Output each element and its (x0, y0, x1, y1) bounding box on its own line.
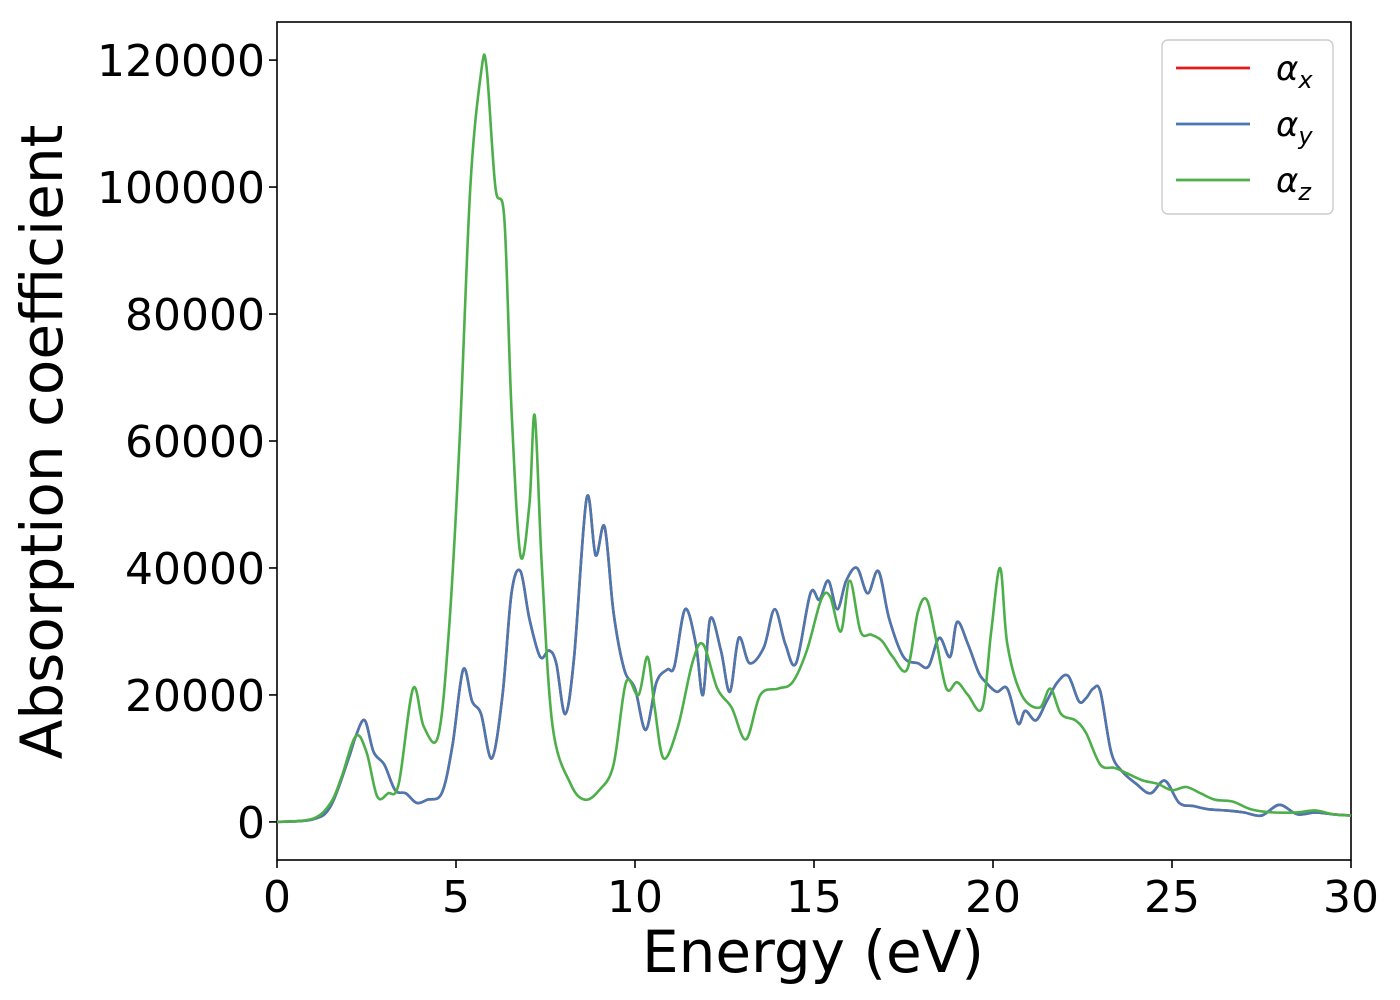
series-line-x (276, 494, 1352, 824)
y-axis-title: Absorption coefficient (8, 125, 76, 760)
y-tick-label: 100000 (97, 163, 265, 214)
x-axis-title: Energy (eV) (642, 918, 984, 986)
legend-label-x: αx (1276, 49, 1313, 94)
y-tick-label: 0 (237, 798, 265, 849)
y-tick-label: 80000 (125, 290, 265, 341)
y-axis-ticks: 0 20000 40000 60000 80000 100000 120000 (97, 36, 277, 849)
x-tick-label: 25 (1144, 872, 1200, 923)
y-tick-label: 120000 (97, 36, 265, 87)
series-line-y (276, 494, 1352, 824)
legend-label-z: αz (1276, 161, 1312, 206)
x-tick-label: 30 (1323, 872, 1379, 923)
y-tick-label: 40000 (125, 544, 265, 595)
legend-box (1161, 39, 1334, 215)
legend-label-y: αy (1276, 105, 1313, 150)
x-tick-label: 5 (442, 872, 470, 923)
x-tick-label: 20 (965, 872, 1021, 923)
series-line-z (276, 53, 1352, 824)
legend: αx αy αz (1161, 39, 1334, 215)
y-tick-label: 60000 (125, 417, 265, 468)
x-tick-label: 10 (607, 872, 663, 923)
x-tick-label: 0 (263, 872, 291, 923)
x-axis-ticks: 0 5 10 15 20 25 30 (263, 860, 1379, 923)
y-tick-label: 20000 (125, 671, 265, 722)
x-tick-label: 15 (786, 872, 842, 923)
series-layer (276, 53, 1352, 824)
